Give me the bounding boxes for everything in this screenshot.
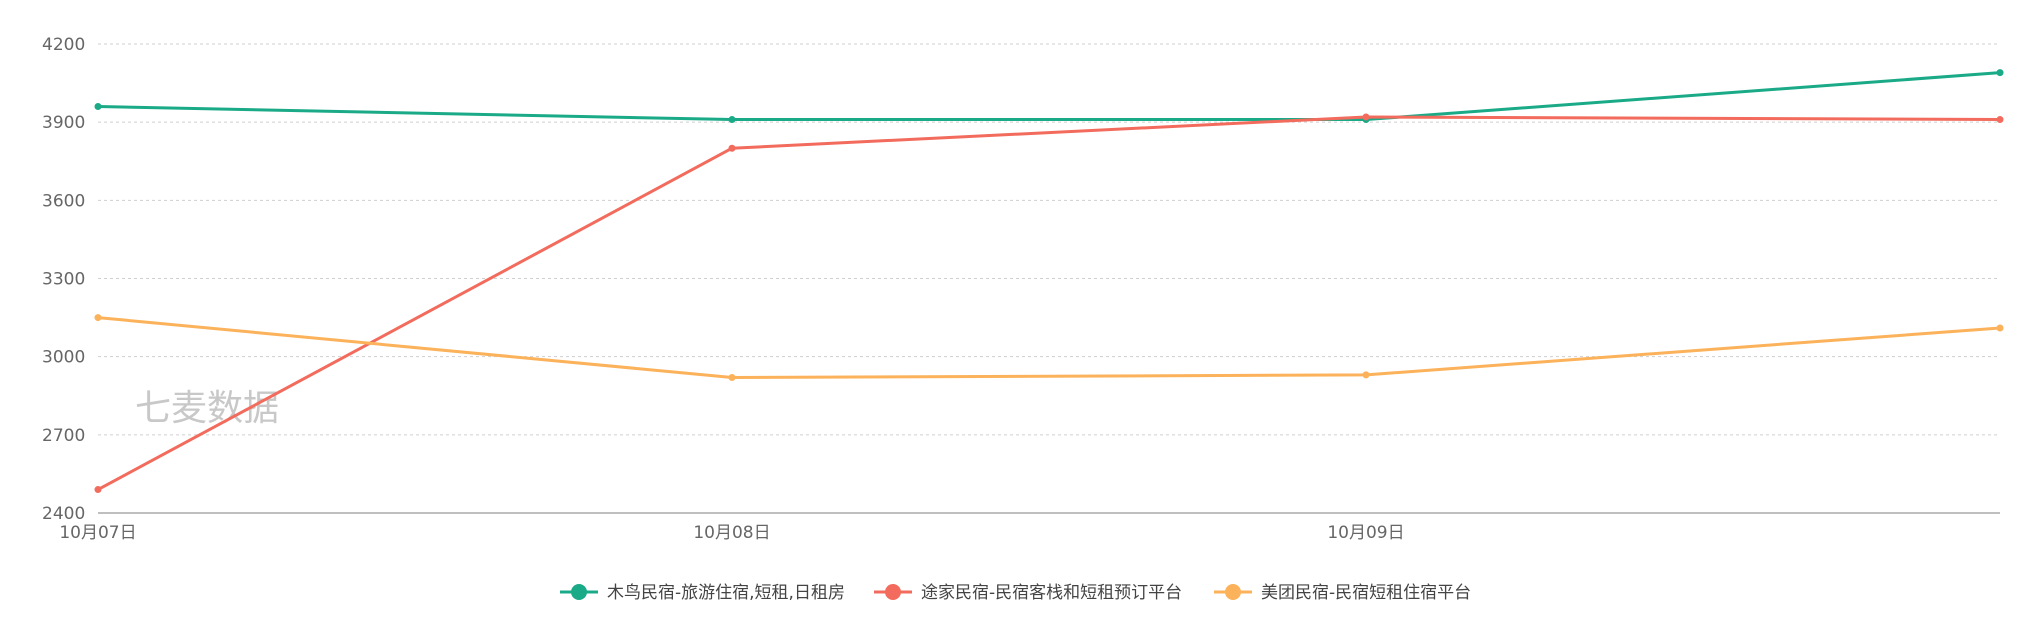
x-tick-label: 10月07日 xyxy=(59,523,136,543)
data-point[interactable] xyxy=(1996,324,2004,332)
data-point[interactable] xyxy=(728,144,736,152)
series-lines xyxy=(94,69,2004,494)
data-point[interactable] xyxy=(1996,69,2004,77)
data-point[interactable] xyxy=(94,486,102,494)
x-tick-label: 10月08日 xyxy=(693,523,770,543)
y-tick-label: 3600 xyxy=(42,191,85,211)
legend-label: 木鸟民宿-旅游住宿,短租,日租房 xyxy=(607,583,845,603)
legend-label: 美团民宿-民宿短租住宿平台 xyxy=(1261,583,1471,603)
grid-lines xyxy=(98,43,2000,436)
data-point[interactable] xyxy=(1996,116,2004,124)
y-tick-label: 3000 xyxy=(42,348,85,368)
x-tick-label: 10月09日 xyxy=(1327,523,1404,543)
axes: 2400 2700 3000 3300 3600 3900 4200 10月07日 10月08日… xyxy=(42,35,2000,543)
legend-label: 途家民宿-民宿客栈和短租预订平台 xyxy=(921,583,1182,603)
watermark-text: 七麦数据 xyxy=(135,388,279,429)
legend-item-1[interactable]: 木鸟民宿-旅游住宿,短租,日租房 xyxy=(560,583,845,603)
legend-dot-icon xyxy=(885,584,901,600)
legend-item-3[interactable]: 美团民宿-民宿短租住宿平台 xyxy=(1214,583,1471,603)
series-line-1[interactable] xyxy=(96,71,2002,122)
data-point[interactable] xyxy=(94,314,102,322)
legend-dot-icon xyxy=(571,584,587,600)
series-line-2[interactable] xyxy=(96,115,2002,492)
y-tick-label: 4200 xyxy=(42,35,85,55)
data-point[interactable] xyxy=(1362,113,1370,121)
data-point[interactable] xyxy=(1362,371,1370,379)
legend[interactable]: 木鸟民宿-旅游住宿,短租,日租房 途家民宿-民宿客栈和短租预订平台 美团民宿-民宿短… xyxy=(560,583,1471,603)
data-point[interactable] xyxy=(728,374,736,382)
series-line-3[interactable] xyxy=(96,316,2002,380)
y-tick-label: 3900 xyxy=(42,113,85,133)
data-point[interactable] xyxy=(728,116,736,124)
y-tick-label: 2400 xyxy=(42,504,85,524)
legend-item-2[interactable]: 途家民宿-民宿客栈和短租预订平台 xyxy=(874,583,1182,603)
y-tick-label: 2700 xyxy=(42,426,85,446)
data-point[interactable] xyxy=(94,103,102,111)
y-tick-label: 3300 xyxy=(42,270,85,290)
legend-dot-icon xyxy=(1225,584,1241,600)
